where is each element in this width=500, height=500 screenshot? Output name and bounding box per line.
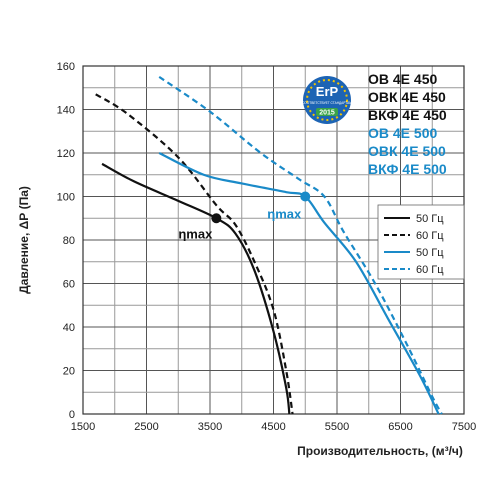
model-label: ОВ 4Е 450 (368, 71, 437, 87)
x-axis-label: Производительность, (м³/ч) (297, 444, 463, 458)
tick-labels: 1500 2500 3500 4500 5500 6500 7500 0 20 40 60 80 100… (57, 61, 477, 433)
y-tick-label: 0 (69, 409, 75, 421)
erp-badge-year: 2015 (319, 110, 335, 117)
legend-label: 60 Гц (416, 230, 444, 242)
y-tick-label: 60 (63, 279, 75, 291)
erp-badge-caption: СООТВЕТСТВУЕТ СТАНДАРТАМ (302, 101, 352, 105)
x-tick-label: 5500 (325, 421, 349, 433)
erp-badge-circle (303, 76, 351, 124)
x-tick-label: 4500 (261, 421, 285, 433)
x-tick-label: 3500 (198, 421, 222, 433)
model-label: ВКФ 4Е 450 (368, 107, 447, 123)
eta-max-label: ηmax (267, 207, 302, 222)
model-label: ОВК 4Е 500 (368, 143, 446, 159)
x-tick-label: 1500 (71, 421, 95, 433)
model-label: ОВ 4Е 500 (368, 125, 437, 141)
x-tick-label: 7500 (452, 421, 476, 433)
series-line-2 (95, 93, 294, 415)
model-label: ВКФ 4Е 500 (368, 161, 447, 177)
y-tick-label: 100 (57, 192, 75, 204)
legend: 50 Гц 60 Гц 50 Гц 60 Гц (377, 204, 465, 280)
y-tick-label: 160 (57, 61, 75, 73)
erp-badge-year-tag (316, 108, 338, 116)
model-label: ОВК 4Е 450 (368, 89, 446, 105)
y-tick-label: 40 (63, 322, 75, 334)
x-tick-label: 6500 (388, 421, 412, 433)
erp-badge: ErP СООТВЕТСТВУЕТ СТАНДАРТАМ 2015 (302, 76, 352, 124)
legend-label: 50 Гц (416, 213, 444, 225)
legend-label: 50 Гц (416, 247, 444, 259)
series-line-1 (101, 162, 291, 415)
series-line-3 (158, 152, 440, 415)
erp-badge-logo: ErP (316, 84, 339, 99)
y-tick-label: 80 (63, 235, 75, 247)
erp-badge-stars (306, 79, 348, 121)
eta-max-point (300, 191, 311, 202)
y-tick-label: 120 (57, 148, 75, 160)
y-tick-label: 140 (57, 105, 75, 117)
eta-max-label: ηmax (178, 226, 213, 241)
y-tick-label: 20 (63, 366, 75, 378)
series-line-4 (158, 75, 443, 415)
legend-label: 60 Гц (416, 264, 444, 276)
model-list: ОВ 4Е 450 ОВК 4Е 450 ВКФ 4Е 450 ОВ 4Е 500 ОВ… (368, 71, 447, 177)
series-lines (95, 75, 443, 415)
x-tick-label: 2500 (134, 421, 158, 433)
y-axis-label: Давление, ΔР (Па) (17, 186, 31, 294)
eta-max-point (211, 213, 222, 224)
annotations: ηmax ηmax (178, 191, 311, 241)
